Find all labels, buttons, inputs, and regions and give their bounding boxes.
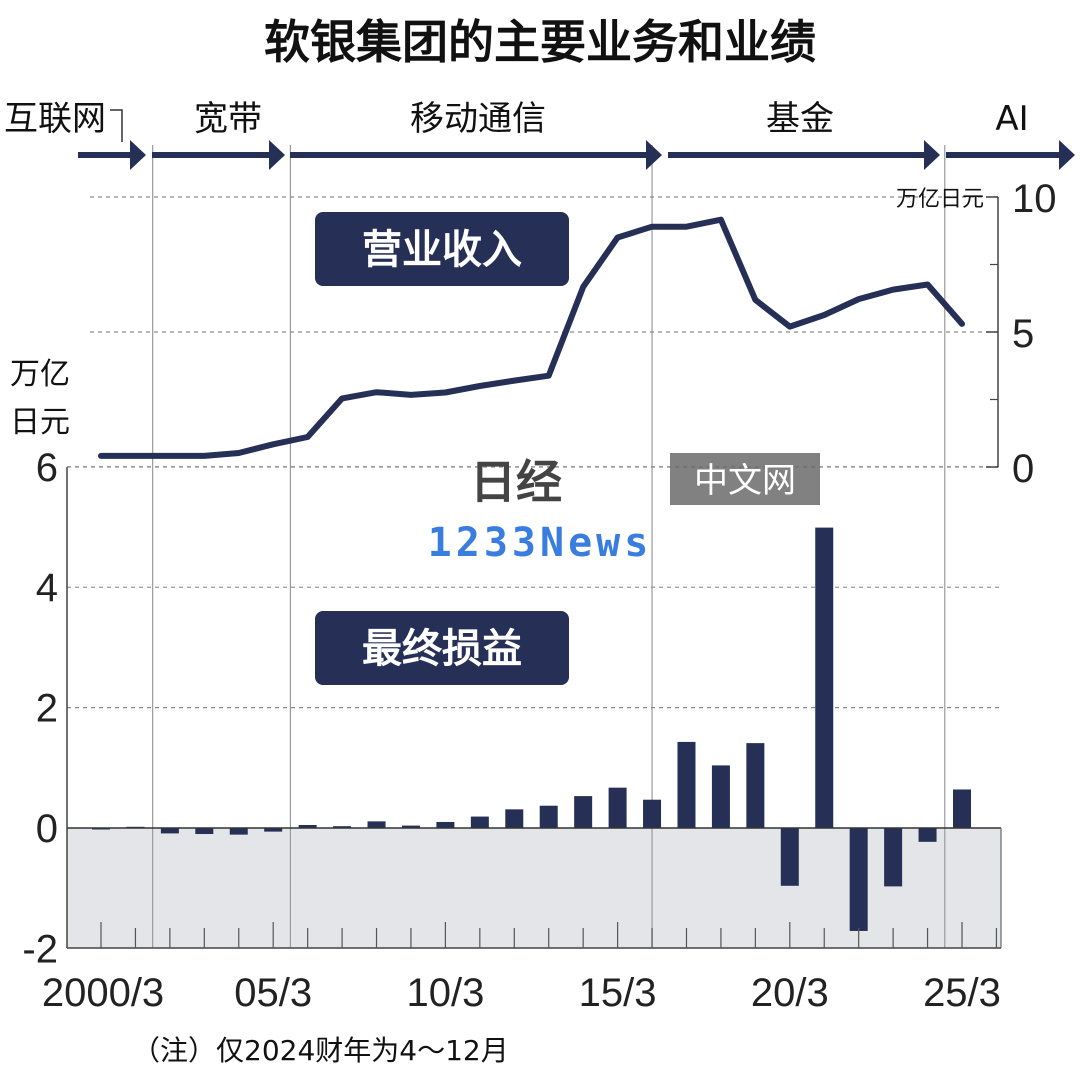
era-label-4: AI: [995, 99, 1028, 139]
era-label-3: 基金: [766, 99, 834, 139]
era-bracket-0: [110, 109, 123, 142]
revenue-tick-label-10: 10: [1012, 177, 1057, 221]
profit-bar-2015: [608, 787, 627, 828]
profit-unit-line2: 日元: [10, 405, 70, 440]
profit-bar-2022: [849, 828, 868, 931]
chart-title: 软银集团的主要业务和业绩: [264, 15, 816, 69]
profit-bar-2012: [505, 809, 524, 828]
x-tick-label-2000: 2000/3: [42, 971, 164, 1015]
profit-bar-2017: [677, 741, 696, 828]
profit-bar-2002: [160, 828, 179, 834]
profit-tick-label-4: 4: [36, 566, 58, 610]
era-arrowhead-0: [130, 140, 146, 170]
profit-bar-2008: [367, 821, 386, 828]
era-arrowhead-2: [646, 140, 662, 170]
revenue-label-box: [315, 212, 569, 286]
revenue-unit: 万亿日元: [896, 187, 984, 212]
profit-label: 最终损益: [362, 626, 522, 672]
x-tick-label-2005: 05/3: [234, 971, 312, 1015]
era-label-0: 互联网: [4, 99, 106, 139]
x-tick-label-2010: 10/3: [406, 971, 484, 1015]
profit-bar-2007: [333, 826, 352, 828]
revenue-label: 营业收入: [362, 227, 522, 273]
watermark-site: 中文网: [694, 461, 796, 501]
profit-bar-2005: [264, 828, 283, 832]
negative-area: [67, 828, 1001, 948]
era-arrowhead-4: [1059, 140, 1075, 170]
watermark-logo: 日经: [470, 455, 562, 509]
profit-bar-2025: [953, 789, 971, 828]
watermark-site-box: [670, 453, 820, 505]
profit-bar-2004: [229, 828, 248, 835]
x-tick-label-2015: 15/3: [579, 971, 657, 1015]
profit-bar-2016: [643, 799, 662, 828]
revenue-tick-label-0: 0: [1012, 447, 1034, 491]
profit-bar-2018: [711, 765, 730, 828]
x-tick-label-2020: 20/3: [751, 971, 829, 1015]
profit-bar-2009: [401, 825, 420, 828]
era-label-2: 移动通信: [410, 99, 546, 139]
revenue-tick-label-5: 5: [1012, 312, 1034, 356]
profit-tick-label-2: 2: [36, 687, 58, 731]
profit-unit-line1: 万亿: [10, 357, 70, 392]
era-label-1: 宽带: [194, 99, 262, 139]
profit-bar-2014: [574, 796, 593, 828]
profit-bar-2006: [298, 824, 317, 828]
profit-bar-2013: [539, 805, 558, 828]
profit-bar-2011: [470, 816, 489, 828]
profit-bar-2021: [815, 527, 834, 828]
profit-tick-label-6: 6: [36, 446, 58, 490]
revenue-line: [98, 216, 965, 459]
watermark-blue: 1233News: [428, 520, 653, 566]
profit-bar-2023: [884, 828, 903, 887]
profit-bar-2020: [780, 828, 799, 886]
era-arrowhead-3: [924, 140, 940, 170]
footnote: （注）仅2024财年为4～12月: [132, 1034, 509, 1067]
profit-bar-2019: [746, 743, 765, 828]
profit-label-box: [315, 611, 569, 685]
profit-tick-label--2: -2: [22, 927, 58, 971]
profit-bar-2003: [195, 828, 214, 835]
profit-bar-2024: [918, 828, 937, 842]
profit-tick-label-0: 0: [36, 807, 58, 851]
x-tick-label-2025: 25/3: [923, 971, 1001, 1015]
era-arrowhead-1: [269, 140, 285, 170]
profit-bar-2010: [436, 821, 455, 828]
